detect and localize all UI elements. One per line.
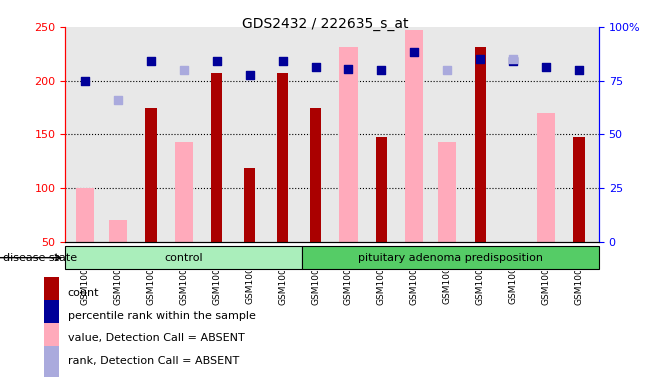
Point xyxy=(508,56,518,62)
Text: rank, Detection Call = ABSENT: rank, Detection Call = ABSENT xyxy=(68,356,239,366)
Point xyxy=(409,48,420,55)
Text: count: count xyxy=(68,288,99,298)
Bar xyxy=(174,142,193,242)
Point xyxy=(376,67,387,73)
Point xyxy=(541,64,551,70)
Text: control: control xyxy=(165,253,203,263)
Bar xyxy=(376,137,387,242)
Point xyxy=(475,56,486,62)
Bar xyxy=(44,277,59,308)
Text: percentile rank within the sample: percentile rank within the sample xyxy=(68,311,256,321)
Text: value, Detection Call = ABSENT: value, Detection Call = ABSENT xyxy=(68,333,245,343)
Bar xyxy=(475,47,486,242)
Bar xyxy=(339,47,357,242)
Bar xyxy=(310,108,322,242)
Point xyxy=(508,58,518,65)
Bar xyxy=(211,73,223,242)
Bar xyxy=(537,113,555,242)
Point xyxy=(244,72,255,78)
Text: GDS2432 / 222635_s_at: GDS2432 / 222635_s_at xyxy=(242,17,409,31)
Bar xyxy=(438,142,456,242)
Bar xyxy=(302,246,599,270)
Point xyxy=(212,58,222,65)
Point xyxy=(178,67,189,73)
Point xyxy=(113,97,123,103)
Point xyxy=(311,64,321,70)
Point xyxy=(277,58,288,65)
Bar xyxy=(109,220,127,242)
Bar xyxy=(44,346,59,377)
Bar xyxy=(76,188,94,242)
Bar xyxy=(44,300,59,331)
Bar xyxy=(244,168,255,242)
Bar xyxy=(44,323,59,354)
Bar xyxy=(406,30,423,242)
Bar xyxy=(574,137,585,242)
Text: disease state: disease state xyxy=(3,253,77,263)
Bar xyxy=(277,73,288,242)
Point xyxy=(79,78,90,84)
Text: pituitary adenoma predisposition: pituitary adenoma predisposition xyxy=(358,253,543,263)
Bar xyxy=(145,108,156,242)
Point xyxy=(574,67,585,73)
Point xyxy=(343,66,353,72)
Point xyxy=(146,58,156,65)
Bar xyxy=(65,246,302,270)
Point xyxy=(442,67,452,73)
